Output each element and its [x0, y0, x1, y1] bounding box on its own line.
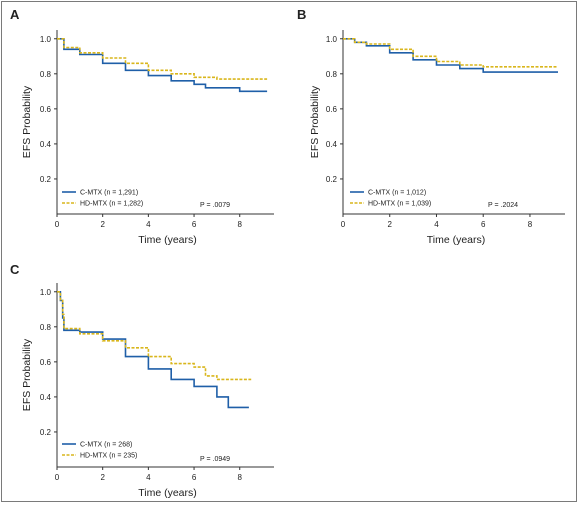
p-value-label: P = .2024 — [488, 202, 518, 209]
legend-label-hd-mtx: HD-MTX (n = 1,282) — [80, 201, 143, 208]
panel-label-b: B — [297, 7, 306, 22]
chart-panel-a: 0.2 0.4 0.6 0.8 1.0 0 2 4 6 8 Time (years) EFS Prob… — [21, 30, 274, 246]
p-value-label: P = .0079 — [200, 202, 230, 209]
x-tick-label: 2 — [100, 473, 105, 482]
legend-label-c-mtx: C-MTX (n = 1,291) — [80, 190, 138, 197]
chart-panel-b: 0.2 0.4 0.6 0.8 1.0 0 2 4 6 8 Time (years) EFS Prob… — [309, 30, 565, 246]
y-tick-label: 0.2 — [326, 175, 338, 184]
y-axis-label: EFS Probability — [309, 85, 321, 158]
figure-frame — [1, 1, 577, 502]
x-tick-label: 6 — [192, 220, 197, 229]
y-tick-label: 0.6 — [40, 105, 52, 114]
x-axis-label: Time (years) — [138, 234, 197, 246]
x-axis-label: Time (years) — [427, 234, 486, 246]
y-tick-label: 0.2 — [40, 175, 52, 184]
series-line-hd-mtx — [57, 291, 252, 381]
y-tick-label: 1.0 — [40, 288, 52, 297]
y-tick-label: 0.2 — [40, 428, 52, 437]
x-tick-label: 2 — [100, 220, 105, 229]
x-tick-label: 8 — [528, 220, 533, 229]
y-axis-label: EFS Probability — [21, 85, 33, 158]
panel-label-c: C — [10, 262, 20, 277]
legend-label-c-mtx: C-MTX (n = 268) — [80, 442, 132, 449]
y-tick-label: 0.4 — [40, 140, 52, 149]
x-tick-label: 0 — [55, 220, 60, 229]
p-value-label: P = .0949 — [200, 456, 230, 463]
legend-label-hd-mtx: HD-MTX (n = 235) — [80, 453, 137, 460]
y-tick-label: 0.6 — [40, 358, 52, 367]
x-tick-label: 8 — [238, 220, 243, 229]
y-tick-label: 0.6 — [326, 105, 338, 114]
x-tick-label: 4 — [146, 220, 151, 229]
x-tick-label: 6 — [192, 473, 197, 482]
y-tick-label: 0.4 — [326, 140, 338, 149]
y-tick-label: 1.0 — [40, 35, 52, 44]
series-line-hd-mtx — [57, 38, 268, 80]
x-tick-label: 8 — [238, 473, 243, 482]
x-tick-label: 0 — [341, 220, 346, 229]
panel-label-a: A — [10, 7, 20, 22]
y-tick-label: 0.8 — [40, 70, 52, 79]
x-tick-label: 6 — [481, 220, 486, 229]
x-tick-label: 0 — [55, 473, 60, 482]
legend-label-hd-mtx: HD-MTX (n = 1,039) — [368, 201, 431, 208]
y-tick-label: 0.8 — [40, 323, 52, 332]
series-line-c-mtx — [57, 38, 268, 93]
y-tick-label: 0.8 — [326, 70, 338, 79]
legend-label-c-mtx: C-MTX (n = 1,012) — [368, 190, 426, 197]
x-tick-label: 2 — [388, 220, 393, 229]
y-tick-label: 0.4 — [40, 393, 52, 402]
y-tick-label: 1.0 — [326, 35, 338, 44]
x-tick-label: 4 — [146, 473, 151, 482]
series-line-c-mtx — [57, 291, 249, 409]
y-axis-label: EFS Probability — [21, 338, 33, 411]
chart-panel-c: 0.2 0.4 0.6 0.8 1.0 0 2 4 6 8 Time (years) EFS Prob… — [21, 283, 274, 499]
series-line-hd-mtx — [343, 38, 558, 68]
x-tick-label: 4 — [434, 220, 439, 229]
x-axis-label: Time (years) — [138, 487, 197, 499]
